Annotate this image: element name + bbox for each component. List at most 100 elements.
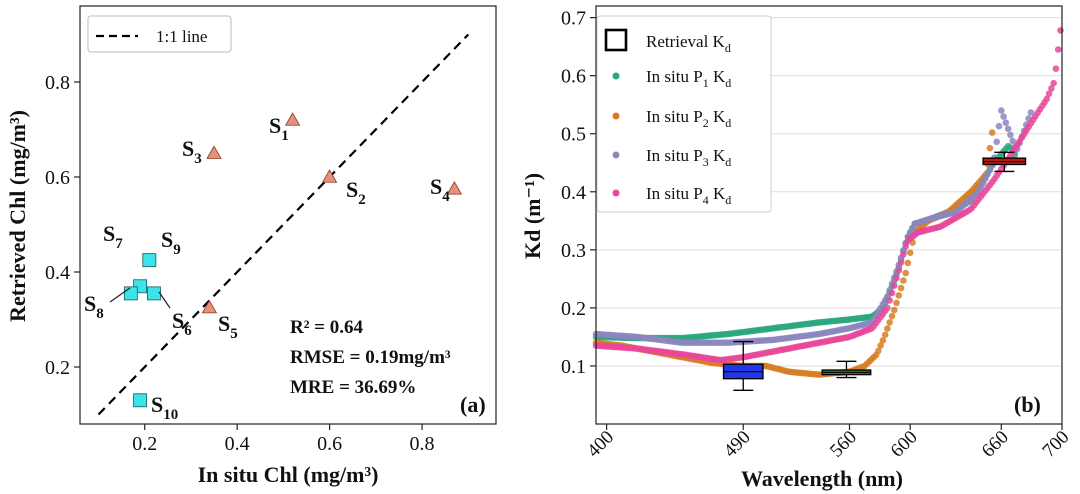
panel-a: 0.2 0.4 0.6 0.8 0.2 0.4 0.6 0.8 S1 S2 S3 S4 S5… bbox=[5, 5, 497, 487]
series-p4-point bbox=[891, 282, 898, 289]
series-p4-point bbox=[1057, 27, 1064, 34]
series-p3-point bbox=[1000, 113, 1007, 120]
panel-a-x-tick-label: 0.8 bbox=[410, 433, 435, 455]
series-p4-point bbox=[1054, 46, 1062, 53]
legend-p2-label: In situ P2 Kd bbox=[646, 107, 731, 130]
retrieval-box-560 bbox=[821, 360, 872, 379]
panel-b-x-tick-label: 490 bbox=[720, 427, 755, 462]
series-p4-point bbox=[895, 267, 903, 274]
square-point-s10 bbox=[133, 393, 148, 408]
panel-a-label: (a) bbox=[460, 392, 486, 417]
legend-p1-label: In situ P1 Kd bbox=[646, 67, 731, 90]
legend-p2-swatch bbox=[612, 112, 620, 120]
legend-p4-swatch bbox=[612, 189, 620, 197]
panel-b-x-tick-label: 400 bbox=[583, 427, 618, 462]
series-p4 bbox=[592, 27, 1064, 364]
label-s5: S5 bbox=[218, 311, 238, 342]
series-p2-point bbox=[881, 331, 889, 339]
panel-b-y-tick-label: 0.6 bbox=[561, 66, 586, 88]
label-s9: S9 bbox=[161, 227, 181, 258]
panel-a-y-tick-label: 0.4 bbox=[45, 262, 70, 284]
series-p2-point bbox=[877, 342, 884, 349]
label-s3: S3 bbox=[182, 136, 202, 167]
panel-b-label: (b) bbox=[1014, 392, 1041, 417]
series-p3-point bbox=[993, 138, 1000, 146]
series-p3-point bbox=[1002, 119, 1010, 126]
panel-b-x-tick-label: 700 bbox=[1039, 427, 1074, 462]
legend-p3-swatch bbox=[612, 151, 620, 159]
s8-leader-line bbox=[109, 287, 131, 303]
panel-b-y-tick-label: 0.1 bbox=[561, 356, 586, 378]
panel-a-y-tick-label: 0.6 bbox=[45, 167, 70, 189]
square-point-s6 bbox=[147, 286, 161, 301]
panel-b-x-tick-label: 560 bbox=[826, 427, 861, 462]
panel-a-y-ticks: 0.2 0.4 0.6 0.8 bbox=[45, 72, 80, 379]
panel-b-y-tick-label: 0.2 bbox=[561, 298, 586, 320]
label-s1: S1 bbox=[269, 113, 289, 144]
panel-a-x-tick-label: 0.2 bbox=[132, 433, 157, 455]
label-s6: S6 bbox=[172, 308, 192, 339]
series-p3-point bbox=[995, 122, 1003, 130]
series-p4-point bbox=[888, 289, 896, 297]
series-p2-point bbox=[986, 144, 994, 152]
series-p3-point bbox=[1004, 125, 1012, 133]
s6-leader-line bbox=[158, 291, 171, 309]
series-p2-point bbox=[893, 299, 900, 307]
series-p2-point bbox=[879, 337, 887, 344]
triangle-point-s3 bbox=[206, 145, 222, 159]
series-p4-point bbox=[902, 243, 909, 250]
one-to-one-line bbox=[97, 33, 470, 416]
label-s2: S2 bbox=[346, 177, 366, 208]
series-p4-point bbox=[1043, 95, 1051, 103]
series-p3-point bbox=[1027, 109, 1035, 116]
series-p2-point bbox=[897, 284, 905, 292]
series-p4-point bbox=[900, 251, 907, 258]
series-p2-point bbox=[988, 129, 996, 136]
triangle-point-s5 bbox=[201, 299, 218, 314]
panel-b: 400 490 560 600 660 700 0.1 0.2 0.3 0.4 0.5 0.6 0.7… bbox=[520, 5, 1074, 491]
legend-one-to-one-label: 1:1 line bbox=[156, 27, 207, 46]
legend-retrieval-label: Retrieval Kd bbox=[646, 32, 731, 55]
series-p4-point bbox=[1045, 90, 1053, 97]
panel-a-legend bbox=[87, 15, 232, 53]
series-p4-point bbox=[897, 259, 905, 266]
panel-b-x-tick-label: 600 bbox=[887, 427, 922, 462]
triangle-point-s4 bbox=[446, 181, 463, 195]
series-p2-point bbox=[906, 249, 914, 256]
panel-a-y-tick-label: 0.8 bbox=[45, 72, 70, 94]
legend-retrieval-swatch bbox=[604, 28, 628, 52]
panel-b-y-tick-label: 0.3 bbox=[561, 240, 586, 262]
series-p2-point bbox=[904, 259, 912, 267]
stat-r2: R² = 0.64 bbox=[290, 317, 363, 338]
panel-a-x-tick-label: 0.4 bbox=[225, 433, 250, 455]
square-point-s9 bbox=[142, 253, 157, 268]
series-p4-point bbox=[1050, 79, 1057, 87]
label-s8: S8 bbox=[84, 291, 104, 322]
panel-a-frame bbox=[79, 5, 497, 425]
panel-a-x-ticks: 0.2 0.4 0.6 0.8 bbox=[132, 424, 435, 455]
stat-mre: MRE = 36.69% bbox=[290, 377, 416, 398]
panel-a-x-axis-title: In situ Chl (mg/m³) bbox=[198, 462, 379, 487]
series-p2-point bbox=[886, 319, 893, 326]
square-point-s8 bbox=[123, 286, 138, 301]
retrieval-box-490 bbox=[722, 340, 764, 391]
stat-rmse: RMSE = 0.19mg/m³ bbox=[290, 347, 451, 368]
panel-b-y-ticks: 0.1 0.2 0.3 0.4 0.5 0.6 0.7 bbox=[561, 8, 596, 378]
series-p4-point bbox=[884, 304, 891, 312]
series-p3-point bbox=[998, 107, 1005, 114]
series-p2-point bbox=[902, 269, 909, 277]
series-p2-point bbox=[895, 292, 903, 299]
series-p3-point bbox=[1007, 131, 1014, 139]
legend-p1-swatch bbox=[612, 72, 620, 80]
panel-b-boxes bbox=[722, 151, 1027, 391]
triangle-point-s1 bbox=[284, 112, 301, 126]
panel-b-x-axis-title: Wavelength (nm) bbox=[741, 466, 903, 491]
triangle-point-s2 bbox=[321, 169, 338, 183]
series-p4-point bbox=[1052, 65, 1060, 72]
panel-b-x-ticks: 400 490 560 600 660 700 bbox=[583, 424, 1074, 462]
series-p2-point bbox=[875, 347, 882, 355]
panel-b-y-tick-label: 0.4 bbox=[561, 182, 586, 204]
series-p2-point bbox=[888, 312, 896, 320]
label-s10: S10 bbox=[151, 392, 178, 423]
